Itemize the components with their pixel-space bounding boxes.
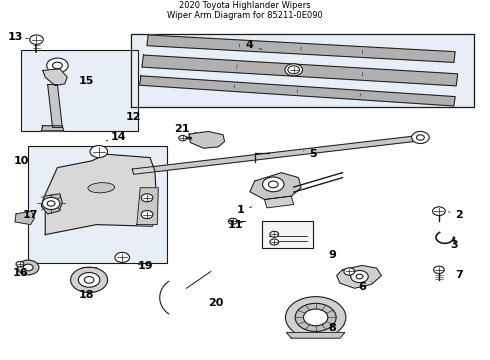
Circle shape	[84, 276, 94, 283]
Polygon shape	[48, 85, 62, 127]
Circle shape	[78, 273, 100, 287]
Circle shape	[416, 135, 424, 140]
Bar	[28, 146, 167, 263]
Circle shape	[270, 231, 279, 237]
Circle shape	[18, 260, 39, 275]
Polygon shape	[132, 135, 426, 174]
Text: 16: 16	[13, 268, 29, 278]
Text: 12: 12	[125, 112, 141, 122]
Circle shape	[47, 201, 55, 206]
Bar	[262, 221, 313, 248]
Polygon shape	[147, 35, 455, 62]
Polygon shape	[15, 211, 34, 225]
Polygon shape	[45, 154, 157, 235]
Circle shape	[42, 197, 60, 210]
Polygon shape	[140, 76, 455, 106]
Polygon shape	[41, 126, 64, 131]
Text: 13: 13	[7, 32, 28, 42]
Polygon shape	[337, 265, 381, 288]
Text: 1: 1	[236, 204, 252, 215]
Circle shape	[24, 264, 33, 271]
Text: 4: 4	[246, 40, 262, 50]
Text: 21: 21	[174, 124, 196, 134]
Circle shape	[285, 64, 302, 76]
Polygon shape	[130, 33, 474, 107]
Circle shape	[412, 131, 429, 144]
Circle shape	[141, 194, 153, 202]
Circle shape	[303, 309, 328, 326]
Circle shape	[52, 62, 62, 69]
Circle shape	[295, 303, 336, 332]
Circle shape	[141, 211, 153, 219]
Text: 7: 7	[456, 270, 463, 280]
Circle shape	[433, 207, 445, 216]
Circle shape	[344, 268, 355, 275]
Circle shape	[270, 239, 279, 245]
Text: 10: 10	[13, 156, 28, 166]
Text: 14: 14	[106, 132, 126, 143]
Polygon shape	[137, 188, 158, 225]
Polygon shape	[142, 55, 458, 86]
Text: 20: 20	[208, 298, 223, 308]
Text: 6: 6	[358, 282, 372, 292]
Text: 9: 9	[329, 250, 337, 260]
Circle shape	[351, 270, 368, 283]
Text: 2: 2	[448, 210, 463, 220]
Circle shape	[16, 261, 24, 267]
Polygon shape	[43, 69, 67, 86]
Bar	[21, 50, 138, 131]
Ellipse shape	[88, 183, 115, 193]
Circle shape	[228, 218, 237, 224]
Polygon shape	[250, 173, 301, 199]
Circle shape	[179, 135, 187, 141]
Polygon shape	[189, 131, 224, 148]
Circle shape	[47, 58, 68, 73]
Text: 8: 8	[323, 323, 337, 333]
Text: 11: 11	[227, 220, 243, 230]
Text: 5: 5	[303, 149, 317, 159]
Text: 2020 Toyota Highlander Wipers
Wiper Arm Diagram for 85211-0E090: 2020 Toyota Highlander Wipers Wiper Arm …	[167, 1, 323, 20]
Text: 15: 15	[79, 76, 95, 86]
Circle shape	[434, 266, 444, 274]
Circle shape	[30, 35, 43, 44]
Polygon shape	[41, 194, 62, 214]
Circle shape	[71, 267, 108, 293]
Text: 19: 19	[137, 261, 153, 271]
Circle shape	[288, 66, 299, 74]
Circle shape	[269, 181, 278, 188]
Circle shape	[115, 252, 129, 262]
Circle shape	[286, 297, 346, 338]
Polygon shape	[265, 196, 294, 208]
Circle shape	[263, 177, 284, 192]
Polygon shape	[287, 333, 345, 338]
Circle shape	[90, 145, 108, 158]
Circle shape	[356, 274, 363, 279]
Text: 3: 3	[451, 240, 458, 250]
Text: 17: 17	[23, 210, 38, 220]
Text: 18: 18	[79, 290, 95, 300]
